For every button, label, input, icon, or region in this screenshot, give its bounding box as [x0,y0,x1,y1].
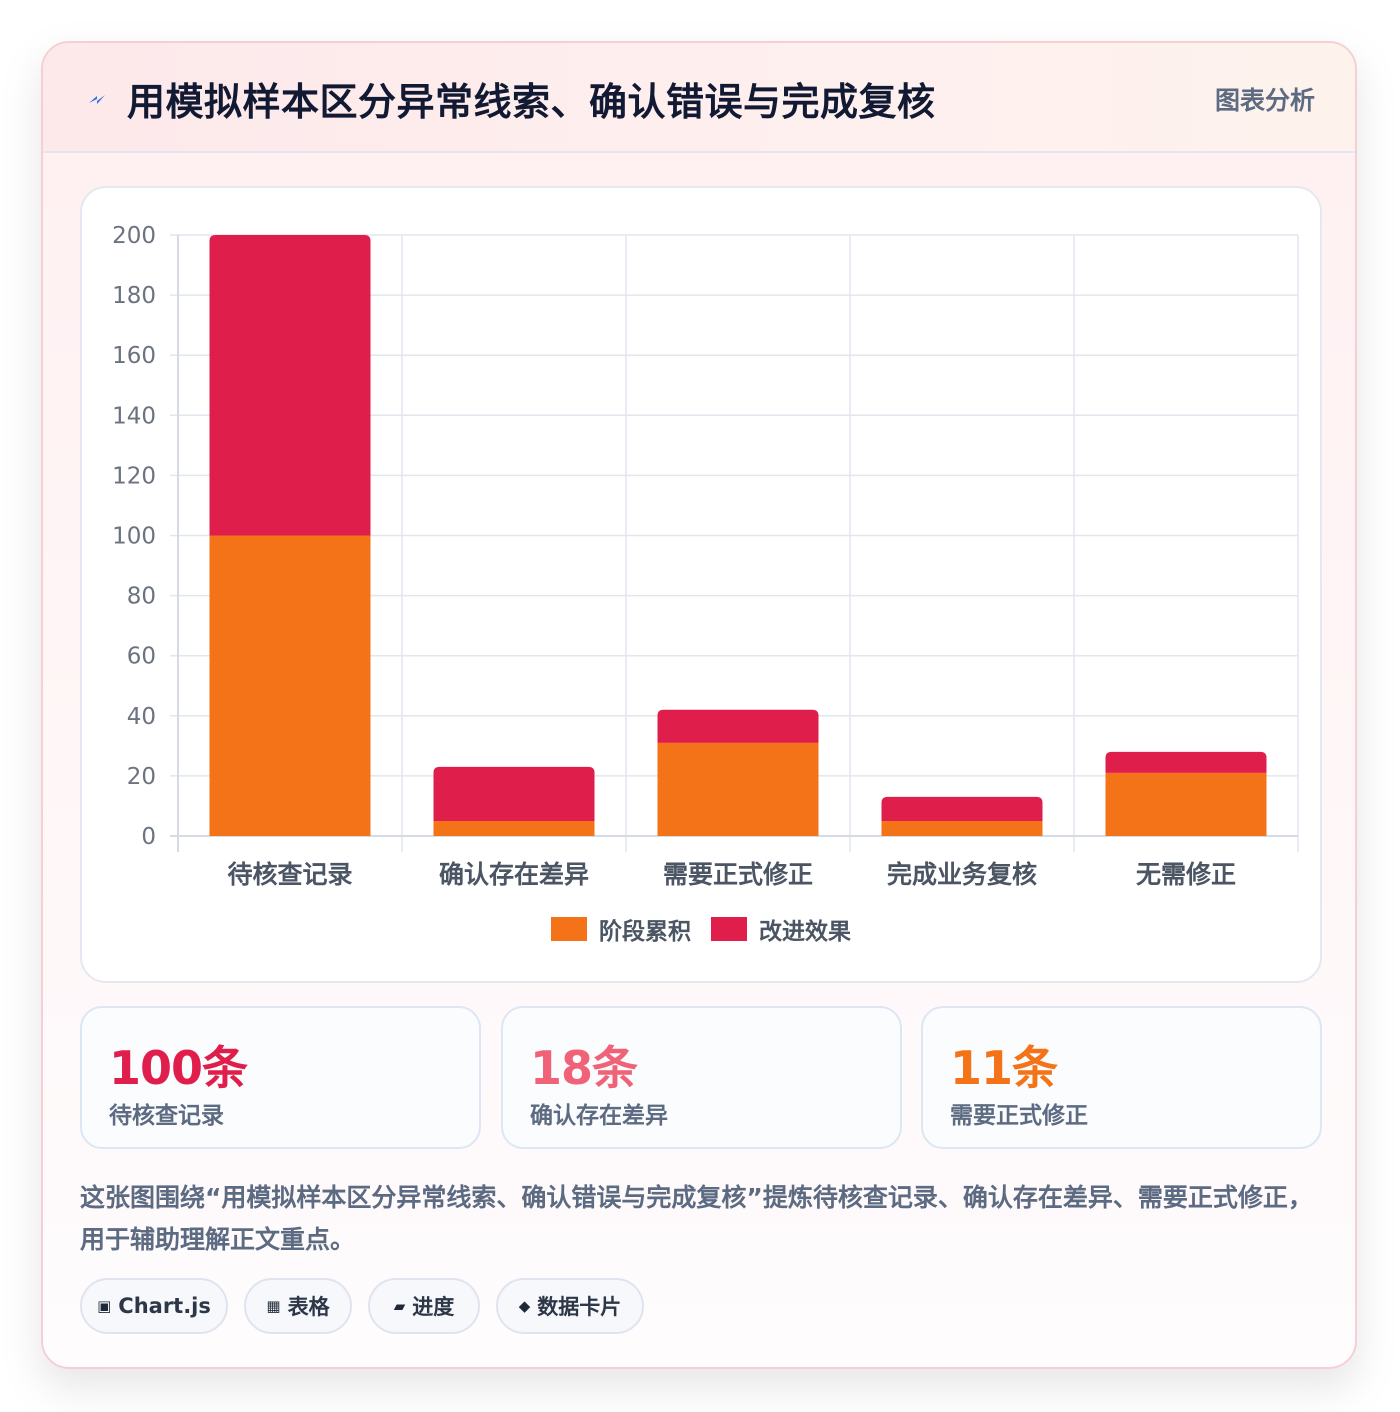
stat-card-pending: 100条 待核查记录 [80,1006,481,1149]
chart-analysis-tag: 图表分析 [1214,86,1315,115]
stat-label: 确认存在差异 [530,1103,668,1129]
chart-card: 用模拟样本区分异常线索、确认错误与完成复核 图表分析 0 20 40 60 80 100 1… [41,41,1357,1369]
y-tick-label: 100 [112,524,156,550]
chip-data-card[interactable]: ◆ 数据卡片 [496,1278,644,1334]
stat-cards: 100条 待核查记录 18条 确认存在差异 11条 需要正式修正 [80,1006,1322,1149]
lightning-bolt-icon [89,95,105,104]
chip-label: 表格 [287,1295,330,1319]
chart-square-icon: ▣ [97,1297,112,1315]
chart-description: 这张图围绕“用模拟样本区分异常线索、确认错误与完成复核”提炼待核查记录、确认存在… [80,1183,1313,1254]
card-header: 用模拟样本区分异常线索、确认错误与完成复核 图表分析 [43,43,1355,153]
chip-table[interactable]: ▦ 表格 [244,1278,352,1334]
y-tick-label: 140 [112,403,156,429]
chip-label: Chart.js [118,1294,211,1318]
bar-segment [1105,751,1267,773]
legend-swatch [711,917,747,941]
legend-label: 阶段累积 [599,919,691,945]
chip-label: 进度 [412,1295,455,1319]
y-tick-label: 120 [112,463,156,489]
legend-item[interactable]: 改进效果 [711,912,851,946]
progress-bar-icon: ▰ [393,1297,406,1315]
chip-label: 数据卡片 [537,1295,622,1319]
bar-segment [209,535,371,836]
legend-item[interactable]: 阶段累积 [551,912,691,946]
stat-value: 18条 [530,1041,638,1095]
bar-segment [881,796,1043,821]
y-tick-label: 40 [127,704,156,730]
y-tick-label: 160 [112,343,156,369]
chart-panel: 0 20 40 60 80 100 120 140 160 180 200 待核查记录 确认存在差异 需要… [80,186,1322,983]
bar-segment [433,766,595,821]
chip-chartjs[interactable]: ▣ Chart.js [80,1278,228,1334]
bar-segment [881,820,1043,836]
x-tick-label: 待核查记录 [227,860,352,889]
x-tick-label: 需要正式修正 [663,860,813,889]
stat-label: 待核查记录 [109,1103,224,1129]
x-tick-label: 无需修正 [1136,860,1236,889]
y-tick-label: 80 [127,584,156,610]
bar-segment [657,709,819,743]
y-tick-label: 200 [112,223,156,249]
legend-swatch [551,917,587,941]
page-title: 用模拟样本区分异常线索、确认错误与完成复核 [127,80,936,124]
y-tick-label: 20 [127,764,156,790]
y-tick-label: 60 [127,644,156,670]
chip-progress[interactable]: ▰ 进度 [368,1278,480,1334]
diamond-icon: ◆ [518,1297,531,1315]
bar-segment [209,235,371,536]
legend-label: 改进效果 [759,919,851,945]
bar-segment [1105,772,1267,836]
stat-card-confirmed: 18条 确认存在差异 [501,1006,902,1149]
chart-legend: 阶段累积 改进效果 [82,912,1320,946]
stacked-bar-chart: 0 20 40 60 80 100 120 140 160 180 200 待核查记录 确认存在差异 需要… [112,223,1299,889]
bar-segment [433,820,595,836]
stat-value: 100条 [109,1041,248,1095]
x-tick-label: 确认存在差异 [439,860,589,889]
table-grid-icon: ▦ [266,1297,281,1315]
stat-value: 11条 [950,1041,1058,1095]
x-tick-label: 完成业务复核 [887,860,1037,889]
y-tick-label: 0 [141,824,156,850]
stat-label: 需要正式修正 [950,1103,1088,1129]
stat-card-correction: 11条 需要正式修正 [921,1006,1322,1149]
y-tick-label: 180 [112,283,156,309]
bar-segment [657,742,819,836]
